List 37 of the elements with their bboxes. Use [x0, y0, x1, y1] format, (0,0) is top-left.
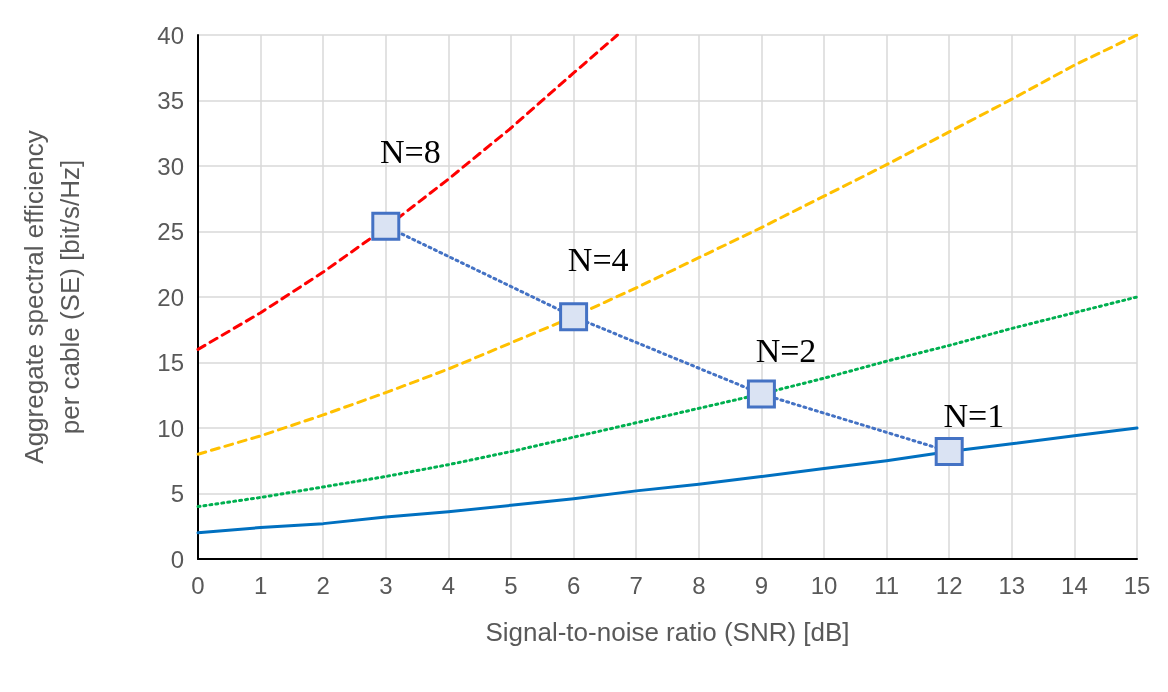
series-label: N=2	[755, 331, 817, 369]
x-tick-label: 2	[316, 571, 330, 599]
series-label: N=8	[380, 132, 441, 170]
y-tick-label: 15	[157, 349, 184, 376]
y-tick-label: 20	[157, 283, 184, 311]
x-tick-label: 10	[810, 571, 838, 599]
x-axis-title: Signal-to-noise ratio (SNR) [dB]	[485, 617, 850, 647]
point	[746, 379, 776, 409]
x-tick-label: 13	[998, 571, 1026, 599]
point	[559, 302, 589, 332]
x-tick-label: 0	[191, 571, 205, 599]
x-tick-label: 3	[379, 571, 393, 599]
x-tick-label: 4	[441, 571, 456, 599]
line-series	[196, 426, 1139, 535]
y-tick-label: 35	[157, 87, 184, 114]
y-tick-label: 0	[170, 545, 184, 573]
y-tick-label: 30	[157, 152, 184, 180]
x-tick-label: 6	[566, 571, 581, 599]
line-series	[196, 295, 1139, 509]
x-tick-label: 14	[1061, 571, 1088, 599]
x-tick-label: 12	[935, 571, 963, 599]
x-tick-label: 9	[754, 571, 769, 599]
x-tick-label: 5	[504, 571, 518, 599]
point	[934, 437, 964, 467]
y-axis-title: Aggregate spectral efficiency per cable (SE) [bit/s/Hz]	[19, 130, 85, 464]
x-tick-label: 7	[629, 571, 643, 599]
x-tick-label: 8	[692, 571, 706, 599]
x-tick-label: 1	[253, 571, 268, 599]
y-tick-label: 10	[157, 414, 184, 442]
series-label: N=4	[567, 241, 629, 279]
point	[371, 211, 401, 241]
y-tick-label: 5	[170, 480, 184, 507]
y-tick-label: 40	[157, 21, 184, 49]
x-tick-label: 15	[1123, 571, 1151, 599]
y-tick-label: 25	[157, 218, 184, 245]
series-label: N=1	[943, 397, 1005, 435]
x-tick-label: 11	[874, 571, 900, 599]
